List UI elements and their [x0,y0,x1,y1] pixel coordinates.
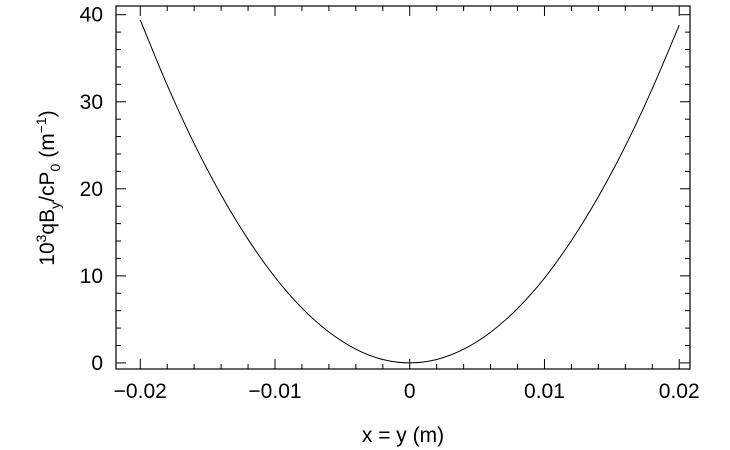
y-tick-label: 30 [80,91,103,114]
x-tick-label: 0 [404,380,416,403]
x-tick-label: 0.01 [524,380,565,403]
y-tick-label: 10 [80,265,103,288]
x-tick-label: −0.02 [114,380,167,403]
series-line [139,19,680,364]
y-tick-label: 0 [91,352,103,375]
tick-labels: −0.02 −0.01 0 0.01 0.02 0 10 20 30 40 [80,4,700,403]
plot-frame [115,5,691,370]
tick-marks [116,6,690,369]
y-tick-label: 20 [80,178,103,201]
y-tick-label: 40 [80,4,103,27]
x-axis-title: x = y (m) [362,424,444,447]
x-tick-label: −0.01 [248,380,301,403]
x-tick-label: 0.02 [659,380,700,403]
y-axis-title: 103qBy/cP0(m−1) [33,110,63,265]
